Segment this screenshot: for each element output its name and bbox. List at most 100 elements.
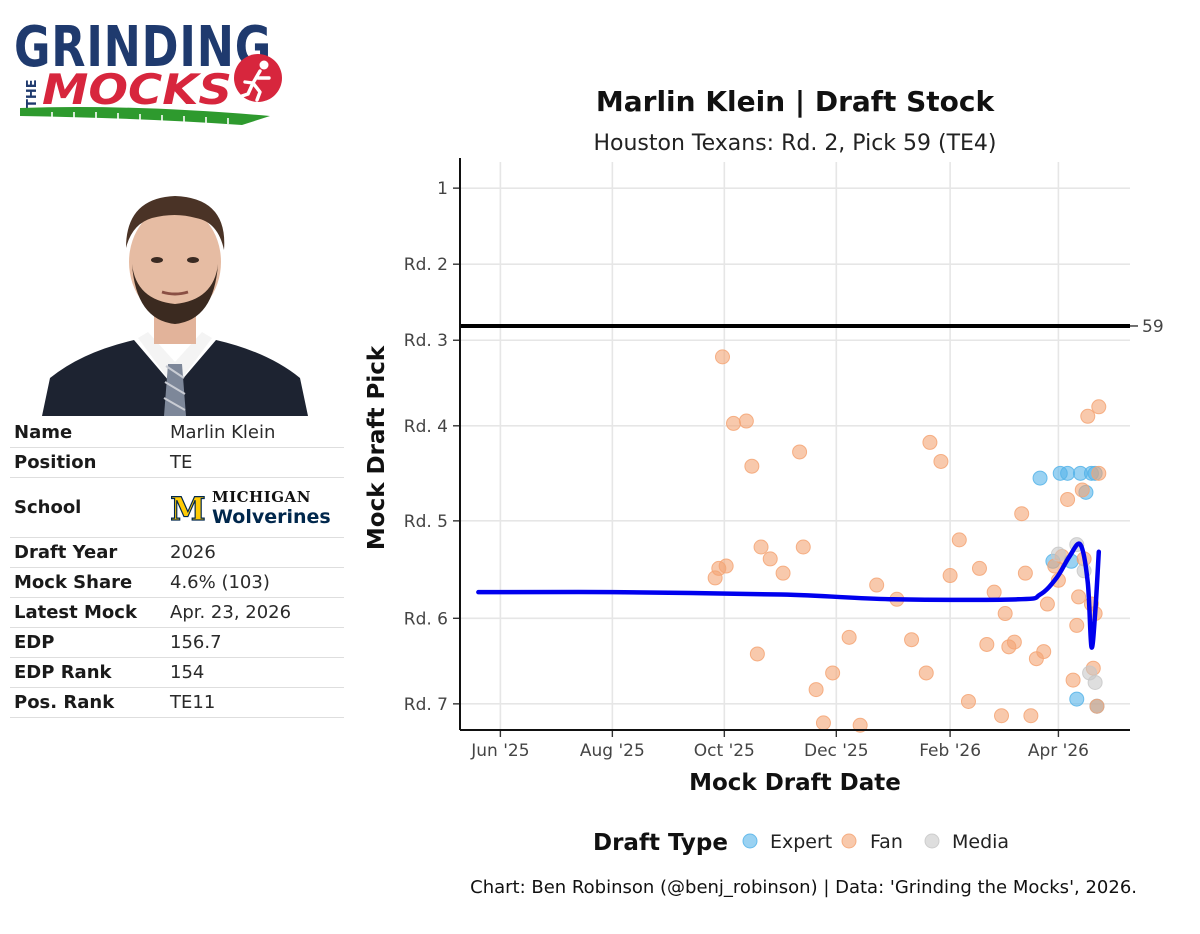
reference-line-group: 59 xyxy=(460,317,1164,337)
block-m-icon: M xyxy=(170,493,206,522)
info-value: 2026 xyxy=(166,537,344,568)
x-axis-label: Mock Draft Date xyxy=(689,770,901,796)
y-tick-label: Rd. 4 xyxy=(404,417,448,437)
legend-media-label: Media xyxy=(952,831,1009,853)
info-row-latest-mock: Latest Mock Apr. 23, 2026 xyxy=(10,597,344,628)
chart-title: Marlin Klein | Draft Stock xyxy=(596,85,996,118)
fan-point xyxy=(1074,482,1090,498)
trend-line-group xyxy=(476,541,1102,650)
draft-stock-chart: Marlin Klein | Draft Stock Houston Texan… xyxy=(355,70,1200,930)
fan-point xyxy=(738,413,754,429)
info-value: 156.7 xyxy=(166,627,344,658)
info-key: Position xyxy=(10,447,166,478)
player-photo xyxy=(42,192,308,416)
fan-point xyxy=(1039,596,1055,612)
fan-point xyxy=(1065,672,1081,688)
info-row-edp: EDP 156.7 xyxy=(10,627,344,658)
logo-the: THE xyxy=(25,79,40,108)
fan-point xyxy=(918,665,934,681)
y-axis-label: Mock Draft Pick xyxy=(364,345,390,550)
chart-axes: Jun '25 Aug '25 Oct '25 Dec '25 Feb '26 Apr '… xyxy=(404,158,1130,761)
info-row-mock-share: Mock Share 4.6% (103) xyxy=(10,567,344,598)
legend-fan-marker xyxy=(841,833,857,849)
trend-line xyxy=(476,541,1102,650)
fan-point xyxy=(815,715,831,731)
school-mascot: Wolverines xyxy=(212,505,331,528)
info-value: 4.6% (103) xyxy=(166,567,344,598)
fan-point xyxy=(1080,408,1096,424)
reference-line-label: 59 xyxy=(1142,317,1164,337)
y-tick-label: Rd. 5 xyxy=(404,512,448,532)
info-key: School xyxy=(10,477,166,538)
y-tick-label: Rd. 3 xyxy=(404,331,448,351)
y-tick-label: Rd. 6 xyxy=(404,609,448,629)
fan-point xyxy=(1091,465,1107,481)
fan-point xyxy=(749,646,765,662)
fan-point xyxy=(1036,644,1052,660)
info-key: Name xyxy=(10,418,166,448)
legend-fan-label: Fan xyxy=(870,831,903,853)
fan-point xyxy=(714,349,730,365)
chart-legend: Draft Type Expert Fan Media xyxy=(593,830,1009,856)
info-key: EDP Rank xyxy=(10,657,166,688)
fan-point xyxy=(1089,698,1105,714)
x-tick-label: Jun '25 xyxy=(470,741,529,761)
chart-grid xyxy=(460,162,1130,730)
x-tick-label: Aug '25 xyxy=(580,741,645,761)
fan-point xyxy=(1017,565,1033,581)
info-key: Draft Year xyxy=(10,537,166,568)
legend-media-marker xyxy=(924,833,940,849)
info-value: 154 xyxy=(166,657,344,688)
fan-point xyxy=(994,708,1010,724)
fan-point xyxy=(904,632,920,648)
fan-point xyxy=(869,577,885,593)
player-info-table: Name Marlin Klein Position TE School M Mic… xyxy=(10,418,344,718)
chart-svg: Marlin Klein | Draft Stock Houston Texan… xyxy=(364,85,1164,898)
logo-line1: GRINDING xyxy=(14,15,272,80)
fan-point xyxy=(951,532,967,548)
fan-point xyxy=(960,693,976,709)
expert-point xyxy=(1069,691,1085,707)
media-point xyxy=(1087,674,1103,690)
info-key: Latest Mock xyxy=(10,597,166,628)
fan-point xyxy=(744,458,760,474)
legend-expert-marker xyxy=(742,833,758,849)
fan-point xyxy=(971,560,987,576)
info-value: TE11 xyxy=(166,687,344,718)
fan-point xyxy=(979,636,995,652)
runner-icon xyxy=(234,54,282,102)
school-logo: M Michigan Wolverines xyxy=(166,477,344,538)
x-tick-label: Oct '25 xyxy=(694,741,755,761)
info-row-pos-rank: Pos. Rank TE11 xyxy=(10,687,344,718)
fan-point xyxy=(775,565,791,581)
info-row-name: Name Marlin Klein xyxy=(10,418,344,448)
y-tick-label: Rd. 7 xyxy=(404,695,448,715)
fan-point xyxy=(922,434,938,450)
fan-point xyxy=(1091,399,1107,415)
chart-caption: Chart: Ben Robinson (@benj_robinson) | D… xyxy=(470,877,1137,898)
fan-point xyxy=(753,539,769,555)
media-point xyxy=(1050,546,1066,562)
chart-subtitle: Houston Texans: Rd. 2, Pick 59 (TE4) xyxy=(593,131,996,156)
info-value: TE xyxy=(166,447,344,478)
fan-point xyxy=(1071,589,1087,605)
info-row-edp-rank: EDP Rank 154 xyxy=(10,657,344,688)
legend-expert-label: Expert xyxy=(770,831,832,853)
x-tick-label: Feb '26 xyxy=(919,741,981,761)
fan-point xyxy=(997,606,1013,622)
info-row-draft-year: Draft Year 2026 xyxy=(10,537,344,568)
block-m-letter: M xyxy=(170,494,205,522)
info-value: Apr. 23, 2026 xyxy=(166,597,344,628)
info-row-school: School M Michigan Wolverines xyxy=(10,477,344,538)
fan-point xyxy=(792,444,808,460)
fan-point xyxy=(825,665,841,681)
expert-point xyxy=(1060,465,1076,481)
school-name: Michigan xyxy=(212,487,311,506)
fan-point xyxy=(933,453,949,469)
info-value: Marlin Klein xyxy=(166,418,344,448)
fan-point xyxy=(986,584,1002,600)
grinding-the-mocks-logo: GRINDING THE MOCKS xyxy=(12,8,282,128)
info-key: Pos. Rank xyxy=(10,687,166,718)
fan-point xyxy=(762,551,778,567)
y-tick-label: Rd. 2 xyxy=(404,255,448,275)
